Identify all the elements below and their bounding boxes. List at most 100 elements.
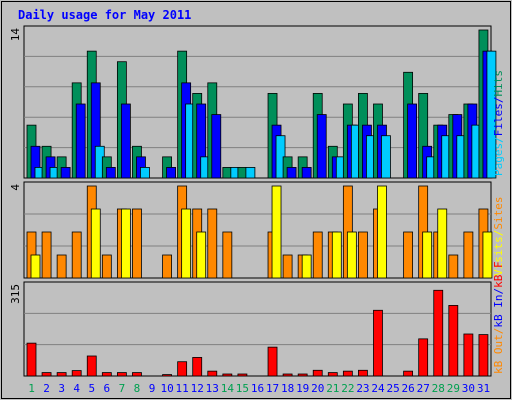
legend-entry: Hits — [492, 70, 505, 97]
chart-title: Daily usage for May 2011 — [18, 8, 191, 22]
bar-pages — [486, 50, 497, 179]
bar-kb-f — [463, 333, 474, 377]
bar-kb-f — [267, 346, 278, 377]
bar-visits — [346, 231, 357, 279]
bar-pages — [245, 167, 256, 179]
bar-kb-f — [342, 370, 353, 377]
bar-kb-f — [403, 370, 414, 377]
x-tick-label: 19 — [296, 382, 309, 395]
bar-files — [120, 103, 131, 179]
bar-visits — [422, 231, 433, 279]
bar-kb-f — [327, 372, 338, 377]
y-max-label: 14 — [9, 28, 22, 42]
bar-kb-f — [358, 369, 368, 377]
x-tick-label: 30 — [462, 382, 475, 395]
bar-visits — [120, 208, 131, 279]
bar-visits — [30, 254, 41, 279]
legend-entry: / — [492, 97, 505, 104]
bar-sites — [207, 208, 218, 279]
x-tick-label: 15 — [236, 382, 249, 395]
panel-plot-area — [23, 181, 492, 279]
bar-kb-f — [222, 373, 233, 377]
bar-files — [60, 167, 71, 179]
bar-kb-f — [448, 305, 459, 377]
bar-sites — [101, 254, 112, 279]
legend-entry: Sites — [492, 197, 505, 230]
x-tick-label: 5 — [88, 382, 95, 395]
legend-bottom: kB Out/kB In/kB F — [492, 261, 505, 374]
x-tick-label: 16 — [251, 382, 264, 395]
bar-sites — [132, 208, 142, 279]
bar-sites — [56, 254, 67, 279]
bar-kb-f — [162, 374, 172, 377]
bar-files — [316, 114, 327, 179]
legend-entry: / — [492, 136, 505, 143]
bar-sites — [162, 254, 172, 279]
bar-sites — [41, 231, 52, 279]
legend-top: Pages/Files/Hits — [492, 70, 505, 176]
x-tick-label: 8 — [134, 382, 141, 395]
bar-kb-f — [56, 372, 67, 377]
bar-kb-f — [101, 372, 112, 377]
bar-sites — [282, 254, 293, 279]
y-max-label: 315 — [9, 284, 22, 304]
legend-entry: / — [492, 230, 505, 237]
bar-kb-f — [177, 361, 188, 377]
x-tick-label: 17 — [266, 382, 279, 395]
legend-entry: kB F — [492, 261, 505, 288]
x-tick-label: 31 — [477, 382, 490, 395]
x-tick-label: 12 — [191, 382, 204, 395]
bar-files — [105, 167, 116, 179]
x-tick-label: 24 — [371, 382, 385, 395]
x-tick-label: 10 — [160, 382, 173, 395]
bar-pages — [381, 135, 391, 179]
bar-kb-f — [237, 373, 248, 377]
bar-files — [286, 167, 297, 179]
x-tick-label: 9 — [149, 382, 156, 395]
legend-entry: kB Out — [492, 334, 505, 374]
bar-kb-f — [116, 372, 127, 377]
x-tick-label: 29 — [447, 382, 460, 395]
bar-sites — [71, 231, 82, 279]
bar-kb-f — [41, 372, 52, 377]
bar-kb-f — [297, 373, 308, 377]
legend-entry: / — [492, 288, 505, 295]
bar-pages — [140, 167, 150, 179]
x-tick-label: 23 — [356, 382, 369, 395]
bar-files — [407, 103, 418, 179]
x-tick-label: 1 — [28, 382, 35, 395]
x-tick-label: 28 — [432, 382, 445, 395]
bar-visits — [437, 208, 448, 279]
legend-entry: kB In — [492, 295, 505, 328]
x-tick-label: 25 — [386, 382, 399, 395]
bar-visits — [181, 208, 192, 279]
bar-kb-f — [86, 355, 97, 377]
x-tick-label: 7 — [119, 382, 126, 395]
bar-visits — [331, 231, 342, 279]
panel-plot-area — [23, 281, 492, 377]
bar-sites — [222, 231, 233, 279]
x-axis-labels: 1 2 3 4 5 6 7 8 9 10 11 12 13 14 15 16 17 18 19 20 21 22 23 24 2… — [28, 382, 490, 395]
bar-kb-f — [312, 369, 323, 377]
bar-kb-f — [192, 357, 203, 377]
x-tick-label: 21 — [326, 382, 339, 395]
bar-kb-f — [26, 342, 37, 377]
bar-sites — [358, 231, 368, 279]
bar-sites — [463, 231, 474, 279]
x-tick-label: 13 — [206, 382, 219, 395]
bar-visits — [482, 231, 493, 279]
bar-files — [211, 114, 222, 179]
bar-visits — [196, 231, 207, 279]
bar-sites — [312, 231, 323, 279]
legend-entry: Visits — [492, 236, 505, 276]
legend-middle: Visits/Sites — [492, 197, 505, 277]
x-tick-label: 14 — [221, 382, 235, 395]
bar-visits — [90, 208, 101, 279]
bar-kb-f — [282, 373, 293, 377]
bar-files — [75, 103, 86, 179]
bar-sites — [448, 254, 459, 279]
x-tick-label: 22 — [341, 382, 354, 395]
